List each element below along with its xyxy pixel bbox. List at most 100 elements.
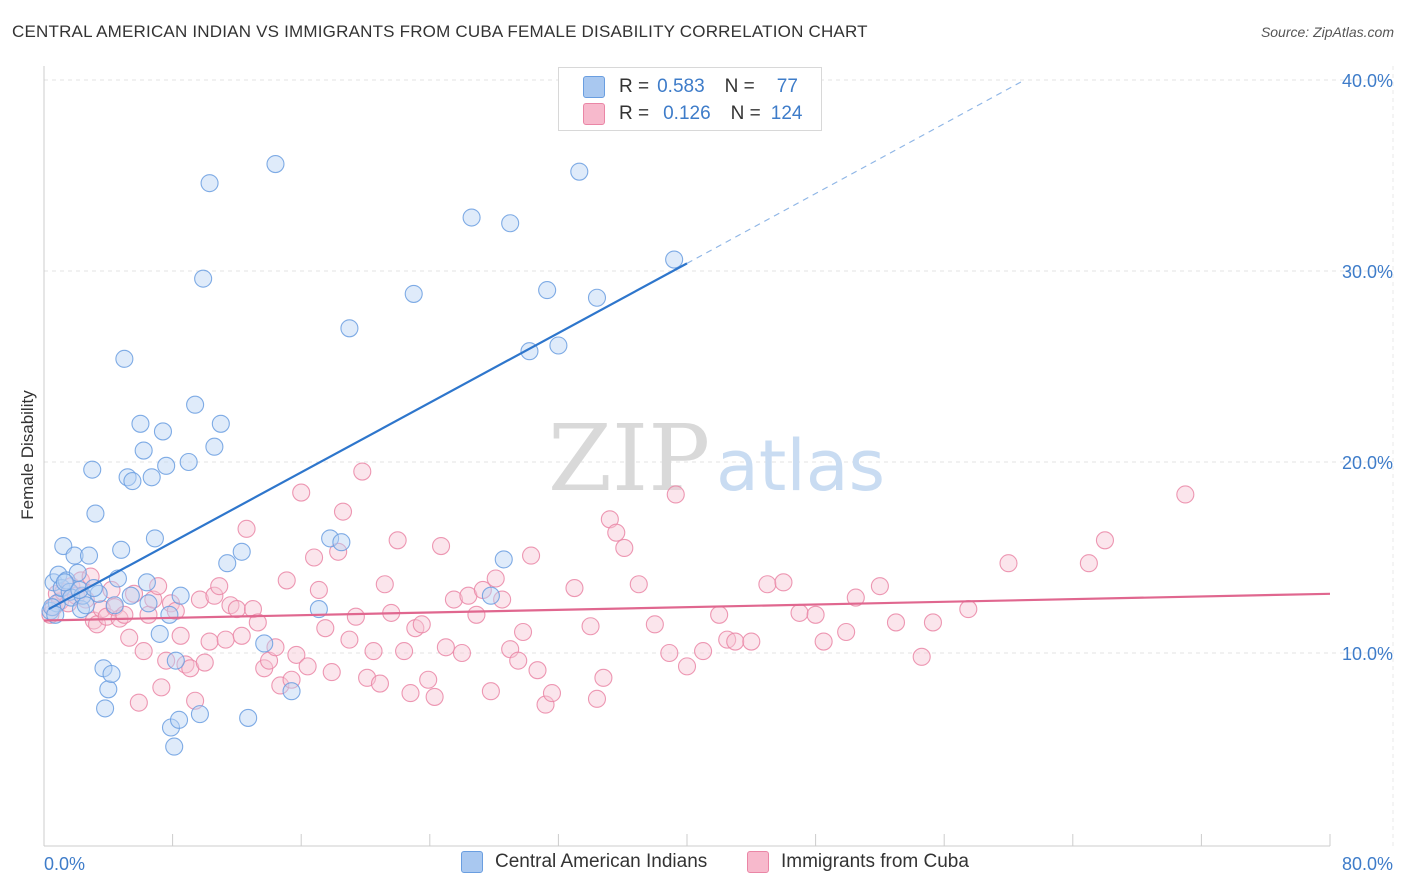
data-point bbox=[157, 651, 176, 670]
data-point bbox=[886, 613, 906, 632]
data-point bbox=[186, 395, 205, 414]
data-point bbox=[404, 284, 423, 303]
data-point bbox=[486, 569, 505, 588]
legend-item-immigrants-from-cuba: Immigrants from Cuba bbox=[747, 851, 969, 873]
data-point bbox=[522, 546, 541, 565]
data-point bbox=[227, 600, 246, 619]
chart-source: Source: ZipAtlas.com bbox=[1260, 24, 1394, 40]
data-point bbox=[923, 613, 942, 632]
data-point bbox=[340, 630, 359, 649]
legend-r-value: 0.583 bbox=[657, 76, 705, 97]
data-point bbox=[1176, 485, 1195, 504]
watermark-zip: ZIP bbox=[548, 405, 710, 512]
data-point bbox=[150, 624, 169, 643]
legend-item-central-american-indians: Central American Indians bbox=[461, 851, 707, 873]
data-point bbox=[160, 605, 179, 624]
data-point bbox=[329, 542, 348, 561]
legend-row-blue: R = 0.583 N = 77 bbox=[583, 75, 798, 99]
data-point bbox=[660, 643, 679, 663]
data-point bbox=[134, 441, 153, 460]
data-point bbox=[726, 632, 745, 651]
data-point bbox=[186, 691, 205, 710]
stats-legend: R = 0.583 N = 77 R = 0.126 N = 124 bbox=[558, 67, 822, 131]
data-point bbox=[282, 682, 301, 701]
data-point bbox=[528, 661, 547, 680]
data-point bbox=[179, 452, 198, 472]
data-point bbox=[210, 577, 229, 596]
data-point bbox=[171, 586, 190, 605]
data-point bbox=[298, 657, 317, 676]
legend-n-label: N = bbox=[730, 103, 761, 124]
data-point bbox=[587, 288, 607, 307]
data-point bbox=[89, 584, 108, 603]
data-point bbox=[645, 615, 664, 634]
data-point bbox=[76, 596, 95, 615]
data-point bbox=[216, 630, 235, 649]
data-point bbox=[481, 586, 500, 605]
data-point bbox=[237, 519, 256, 538]
data-point bbox=[86, 504, 105, 523]
data-point bbox=[248, 613, 267, 632]
data-point bbox=[536, 695, 555, 714]
data-point bbox=[570, 162, 589, 181]
legend-swatch-pink bbox=[583, 103, 605, 125]
data-point bbox=[340, 319, 359, 338]
y-axis-label: Female Disability bbox=[18, 390, 37, 520]
data-point bbox=[401, 684, 420, 703]
data-point bbox=[218, 554, 237, 573]
data-point bbox=[790, 603, 809, 622]
data-point bbox=[346, 607, 365, 626]
watermark-atlas: atlas bbox=[716, 425, 885, 507]
data-point bbox=[239, 708, 258, 727]
data-point bbox=[493, 590, 512, 609]
data-point bbox=[149, 577, 168, 596]
series-legend: Central American Indians Immigrants from… bbox=[0, 851, 1406, 879]
data-point bbox=[55, 573, 74, 592]
data-point bbox=[666, 485, 685, 504]
data-point bbox=[607, 523, 626, 542]
data-point bbox=[542, 684, 562, 703]
data-point bbox=[462, 208, 481, 227]
data-point bbox=[412, 615, 431, 634]
y-tick-label: 10.0% bbox=[1342, 644, 1393, 664]
data-point bbox=[694, 642, 713, 661]
data-point bbox=[432, 536, 451, 556]
data-point bbox=[195, 653, 214, 672]
legend-label: Central American Indians bbox=[495, 851, 708, 872]
data-point bbox=[321, 529, 340, 548]
data-point bbox=[99, 680, 118, 699]
data-point bbox=[395, 642, 414, 661]
data-point bbox=[121, 586, 140, 605]
data-point bbox=[1079, 554, 1098, 573]
data-point bbox=[102, 664, 121, 684]
data-point bbox=[232, 626, 251, 645]
data-point bbox=[444, 590, 463, 609]
data-point bbox=[959, 600, 978, 619]
chart-title: CENTRAL AMERICAN INDIAN VS IMMIGRANTS FR… bbox=[12, 22, 868, 41]
data-point bbox=[115, 349, 134, 368]
data-point bbox=[129, 693, 148, 712]
data-point bbox=[190, 705, 209, 724]
trend-line-immigrants-from-cuba bbox=[43, 592, 1331, 622]
legend-r-value: 0.126 bbox=[663, 103, 711, 124]
data-point bbox=[305, 548, 324, 567]
data-point bbox=[333, 502, 353, 521]
data-point bbox=[677, 657, 697, 676]
axes bbox=[43, 66, 1331, 847]
data-point bbox=[255, 634, 274, 653]
data-point bbox=[194, 269, 213, 288]
data-point bbox=[169, 710, 189, 729]
tick-labels: 10.0% 20.0% 30.0% 40.0% 0.0% 80.0% bbox=[44, 71, 1393, 874]
data-point bbox=[549, 336, 568, 355]
data-point bbox=[205, 437, 224, 456]
legend-n-value: 77 bbox=[776, 76, 798, 97]
data-point bbox=[806, 605, 825, 624]
data-point bbox=[353, 462, 372, 481]
legend-r-label: R = bbox=[619, 103, 650, 124]
data-point bbox=[665, 250, 684, 269]
legend-r-label: R = bbox=[619, 76, 650, 97]
data-point bbox=[501, 214, 520, 233]
data-point bbox=[131, 414, 150, 433]
data-point bbox=[452, 643, 472, 663]
